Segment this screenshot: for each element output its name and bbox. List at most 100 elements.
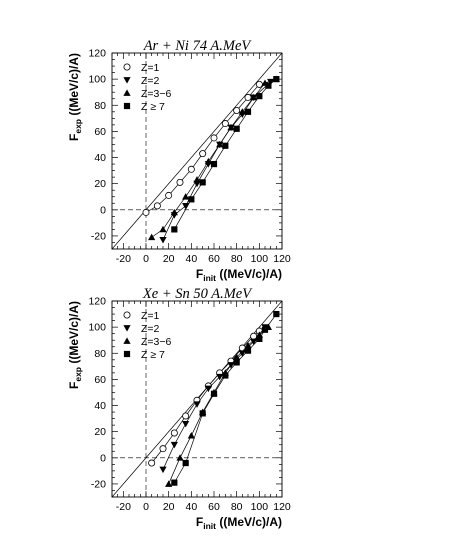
x-tick-label: 60 [208, 501, 220, 513]
data-point [199, 410, 206, 417]
series-line [162, 81, 271, 240]
legend: Z=1Z=2Z=3−6Z ≥ 7 [123, 62, 172, 113]
data-point [159, 225, 167, 233]
legend-entry: Z=1 [141, 62, 160, 74]
reference-lines [112, 53, 282, 249]
legend-entry: Z=2 [141, 75, 160, 87]
x-tick-label: 120 [273, 501, 291, 513]
legend-marker [123, 350, 131, 358]
data-point [171, 479, 178, 486]
data-point [233, 353, 241, 361]
legend-entry: Z=1 [141, 310, 160, 322]
data-point [148, 233, 156, 241]
data-point [187, 431, 195, 439]
x-tick-label: 40 [185, 501, 197, 513]
data-point [233, 106, 241, 114]
series-4 [171, 76, 280, 233]
data-point [188, 196, 195, 203]
series-line [174, 313, 277, 483]
legend: Z=1Z=2Z=3−6Z ≥ 7 [123, 310, 172, 361]
y-axis-label: Fexp ((MeV/c)/A) [67, 301, 83, 389]
x-tick-label: 60 [208, 253, 220, 265]
data-point [193, 176, 201, 183]
series-line [168, 326, 269, 485]
series-1 [142, 80, 263, 216]
data-point [273, 310, 280, 318]
data-point [256, 335, 263, 342]
chart-panel-1: -20 0 20 40 60 80 100 120 -20 0 20 40 60 80 100 120 Ar +… [67, 38, 291, 283]
x-tick-label: 0 [143, 501, 149, 513]
data-point [244, 108, 252, 115]
y-tick-label: 120 [88, 296, 106, 308]
axis-ticks [111, 300, 283, 498]
series-line [151, 78, 277, 238]
data-point [204, 157, 212, 165]
legend-marker [123, 102, 131, 110]
data-point [170, 429, 178, 437]
legend-entry: Z=2 [141, 323, 160, 335]
data-point [250, 93, 258, 101]
legend-marker [123, 337, 131, 344]
data-point [182, 203, 190, 210]
x-tick-label: 20 [163, 501, 175, 513]
data-point [142, 208, 150, 216]
legend-entry: Z=3−6 [141, 88, 172, 100]
data-point [210, 160, 218, 168]
legend-marker [123, 325, 131, 332]
series-line [174, 78, 277, 230]
data-point [222, 142, 229, 149]
data-point [210, 134, 218, 142]
series-4 [171, 310, 280, 486]
y-tick-label: 120 [88, 48, 106, 60]
x-axis-label: Finit ((MeV/c)/A) [196, 267, 282, 283]
x-tick-label: 80 [231, 253, 243, 265]
legend-marker [123, 311, 131, 319]
data-point [170, 441, 178, 449]
data-point [170, 208, 178, 216]
y-tick-label: 80 [94, 100, 106, 112]
x-axis-label: Finit ((MeV/c)/A) [196, 515, 282, 531]
chart-title: Xe + Sn 50 A.MeV [142, 286, 253, 302]
y-tick-label: 60 [94, 126, 106, 138]
data-point [238, 350, 246, 357]
data-point [176, 178, 184, 186]
legend-entry: Z ≥ 7 [141, 349, 165, 361]
data-point [265, 82, 272, 89]
x-tick-label: -20 [116, 253, 131, 265]
data-point [165, 191, 173, 199]
x-tick-label: 0 [143, 253, 149, 265]
data-point [250, 338, 258, 346]
y-tick-label: 20 [94, 178, 106, 190]
data-point [199, 179, 206, 186]
y-tick-label: 40 [94, 400, 106, 412]
data-point [222, 372, 229, 379]
data-point [159, 466, 167, 474]
data-point [182, 193, 190, 200]
data-point [227, 123, 235, 131]
data-point [193, 401, 201, 408]
data-point [244, 341, 252, 349]
y-tick-label: 0 [100, 452, 106, 464]
x-tick-label: 20 [163, 253, 175, 265]
data-point [187, 165, 195, 173]
legend-marker [123, 63, 131, 71]
y-tick-label: -20 [91, 478, 106, 490]
data-point [238, 344, 246, 352]
data-point [244, 93, 252, 101]
data-point [233, 125, 240, 132]
data-point [216, 140, 224, 148]
data-point [221, 120, 229, 128]
chart-panel-2: -20 0 20 40 60 80 100 120 -20 0 20 40 60 80 100 120 Xe +… [67, 286, 291, 531]
data-point [261, 326, 269, 333]
series-3 [165, 323, 272, 487]
data-point [233, 359, 240, 366]
data-point [273, 76, 280, 83]
data-point [159, 445, 167, 453]
x-tick-label: 80 [231, 501, 243, 513]
x-tick-label: 40 [185, 253, 197, 265]
y-tick-label: 20 [94, 426, 106, 438]
y-tick-label: 100 [88, 322, 106, 334]
series-3 [148, 75, 280, 241]
data-point [244, 347, 252, 354]
